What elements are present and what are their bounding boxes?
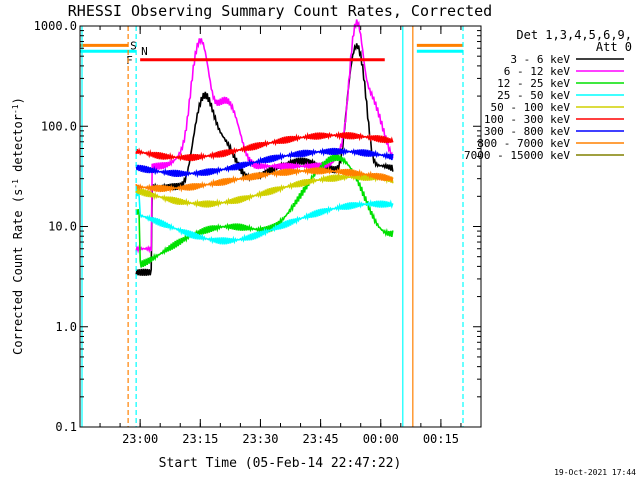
series-line <box>135 166 394 194</box>
x-tick-label: 00:15 <box>423 432 459 446</box>
x-tick-label: 23:45 <box>303 432 339 446</box>
legend-entry-label: 25 - 50 keV <box>497 89 570 102</box>
legend-entry-label: 800 - 7000 keV <box>477 137 570 150</box>
legend-header-2: Att 0 <box>596 40 632 54</box>
x-tick-label: 23:30 <box>242 432 278 446</box>
flag-label-n: N <box>141 45 148 58</box>
y-tick-label: 10.0 <box>48 220 77 234</box>
legend-entry-label: 300 - 800 keV <box>484 125 570 138</box>
series-line <box>135 190 394 245</box>
axes: 0.1 1.0 10.0 100.0 1000.0 23:00 23:15 23:30 23:4… <box>34 19 482 446</box>
y-axis-label: Corrected Count Rate (s-1 detector-1) <box>11 97 25 355</box>
x-tick-label: 00:00 <box>363 432 399 446</box>
legend-entry-label: 6 - 12 keV <box>504 65 571 78</box>
y-tick-label: 100.0 <box>41 119 77 133</box>
y-axis-label-end: ) <box>11 97 25 104</box>
y-axis-label-main: Corrected Count Rate (s <box>11 189 25 355</box>
series-line <box>135 130 394 162</box>
y-tick-label: 0.1 <box>55 420 77 434</box>
y-axis-label-sup-1: -1 <box>11 179 20 189</box>
series-line <box>135 19 394 254</box>
flag-label-s: S <box>130 39 137 52</box>
legend-header-1: Det 1,3,4,5,6,9, <box>516 28 632 42</box>
series-line <box>135 147 394 179</box>
legend-entry-label: 50 - 100 keV <box>491 101 571 114</box>
x-tick-label: 23:15 <box>182 432 218 446</box>
plot-content: S NF <box>80 19 464 427</box>
series-line <box>135 154 394 268</box>
x-tick-label: 23:00 <box>122 432 158 446</box>
legend-entry-label: 7000 - 15000 keV <box>464 149 570 162</box>
y-axis-label-mid: detector <box>11 114 25 179</box>
legend-entry-label: 3 - 6 keV <box>510 53 570 66</box>
y-tick-label: 1.0 <box>55 320 77 334</box>
footer-timestamp: 19-Oct-2021 17:44 <box>554 468 636 477</box>
x-axis-label: Start Time (05-Feb-14 22:47:22) <box>159 456 402 471</box>
y-tick-label: 1000.0 <box>34 19 77 33</box>
series-line <box>135 172 394 208</box>
legend-entry-label: 100 - 300 keV <box>484 113 570 126</box>
legend-entry-label: 12 - 25 keV <box>497 77 570 90</box>
chart-title: RHESSI Observing Summary Count Rates, Co… <box>68 2 492 20</box>
flag-label-f: F <box>126 54 133 67</box>
y-axis-label-sup-2: -1 <box>11 104 20 114</box>
